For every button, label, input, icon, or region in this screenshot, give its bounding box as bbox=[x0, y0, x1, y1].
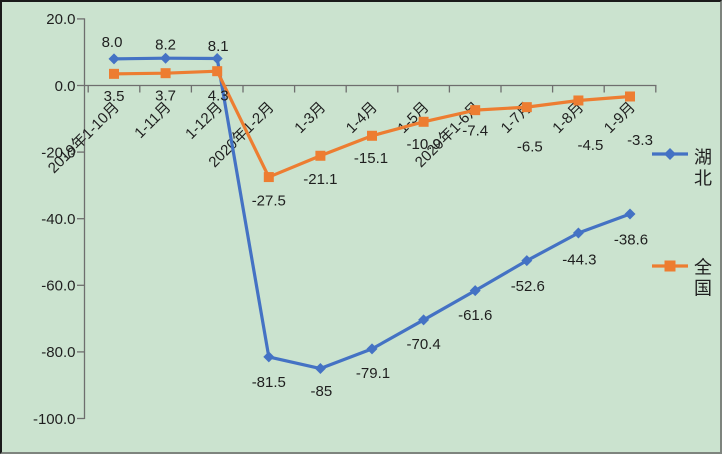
y-axis-labels: 20.0 0.0 -20.0 -40.0 -60.0 -80.0 -100.0 bbox=[33, 11, 85, 428]
data-point-label: -10.9 bbox=[406, 136, 440, 153]
axes bbox=[83, 18, 657, 419]
data-point-marker bbox=[367, 130, 377, 141]
data-point-marker bbox=[366, 343, 378, 355]
data-point-marker bbox=[160, 68, 171, 79]
data-point-label: -27.5 bbox=[252, 192, 286, 209]
data-point-marker bbox=[211, 53, 223, 65]
data-point-label: 3.7 bbox=[155, 87, 176, 104]
data-point-marker bbox=[160, 52, 172, 64]
data-point-marker bbox=[314, 363, 326, 375]
data-point-label: 8.2 bbox=[155, 36, 176, 53]
data-point-marker bbox=[625, 91, 635, 102]
data-point-marker bbox=[418, 314, 430, 326]
data-point-label: -38.6 bbox=[614, 231, 648, 248]
data-point-label: -52.6 bbox=[511, 278, 545, 295]
data-point-label: 3.5 bbox=[104, 88, 125, 105]
data-point-label: -79.1 bbox=[356, 365, 390, 382]
data-point-marker bbox=[418, 116, 429, 127]
y-tick-label: -20.0 bbox=[41, 144, 75, 161]
legend-quanguo-square-icon bbox=[664, 260, 676, 272]
y-tick-label: -100.0 bbox=[33, 411, 76, 428]
data-point-label: 8.1 bbox=[208, 38, 229, 55]
legend-label: 湖 bbox=[694, 148, 712, 168]
data-point-label: -81.5 bbox=[252, 374, 286, 391]
data-point-marker bbox=[263, 351, 275, 363]
data-point-label: 4.3 bbox=[208, 87, 229, 104]
legend-label: 国 bbox=[694, 279, 712, 299]
legend-label: 全 bbox=[694, 258, 712, 278]
data-point-marker bbox=[521, 102, 532, 113]
data-point-label: -6.5 bbox=[517, 138, 543, 155]
data-point-marker bbox=[572, 227, 584, 239]
y-tick-label: -80.0 bbox=[41, 344, 75, 361]
data-point-label: -85 bbox=[311, 383, 333, 400]
x-category-label: 2019年1-10月 bbox=[45, 99, 123, 177]
legend-item-hubei: 湖北 bbox=[652, 148, 712, 189]
data-point-label: -70.4 bbox=[406, 336, 440, 353]
data-point-marker bbox=[108, 53, 120, 65]
data-point-label: -15.1 bbox=[354, 150, 388, 167]
y-tick-label: -60.0 bbox=[41, 278, 75, 295]
data-point-marker bbox=[573, 95, 584, 106]
data-point-marker bbox=[315, 150, 326, 161]
legend-label: 北 bbox=[694, 169, 712, 189]
x-category-label: 1-3月 bbox=[291, 99, 329, 137]
y-tick-label: -40.0 bbox=[41, 211, 75, 228]
data-point-label: -21.1 bbox=[303, 171, 337, 188]
x-category-label: 1-12月 bbox=[182, 99, 226, 143]
data-point-label: 8.0 bbox=[102, 34, 123, 51]
series-quanguo: 3.5 3.7 4.3 -27.5 -21.1 -15.1 -10.9 -7.4 -6.5 -4.… bbox=[104, 66, 653, 209]
data-point-marker bbox=[263, 172, 274, 183]
x-axis-ticks bbox=[87, 85, 657, 93]
data-point-marker bbox=[212, 66, 223, 77]
data-point-label: -4.5 bbox=[577, 137, 603, 154]
data-point-label: -44.3 bbox=[562, 251, 596, 268]
data-point-marker bbox=[624, 208, 636, 220]
data-point-marker bbox=[469, 285, 481, 297]
data-point-marker bbox=[109, 68, 119, 79]
data-point-marker bbox=[470, 105, 481, 116]
legend-item-quanguo: 全国 bbox=[652, 258, 712, 299]
x-category-label: 1-11月 bbox=[131, 99, 174, 142]
data-point-label: -3.3 bbox=[627, 132, 653, 149]
y-tick-label: 0.0 bbox=[55, 78, 76, 95]
data-point-label: -61.6 bbox=[458, 307, 492, 324]
series-hubei: 8.0 8.2 8.1 -81.5 -85 -79.1 -70.4 -61.6 -52.6 -44… bbox=[102, 34, 649, 400]
legend-hubei-diamond-icon bbox=[664, 148, 676, 160]
data-point-label: -7.4 bbox=[462, 122, 488, 139]
y-tick-label: 20.0 bbox=[46, 11, 75, 28]
